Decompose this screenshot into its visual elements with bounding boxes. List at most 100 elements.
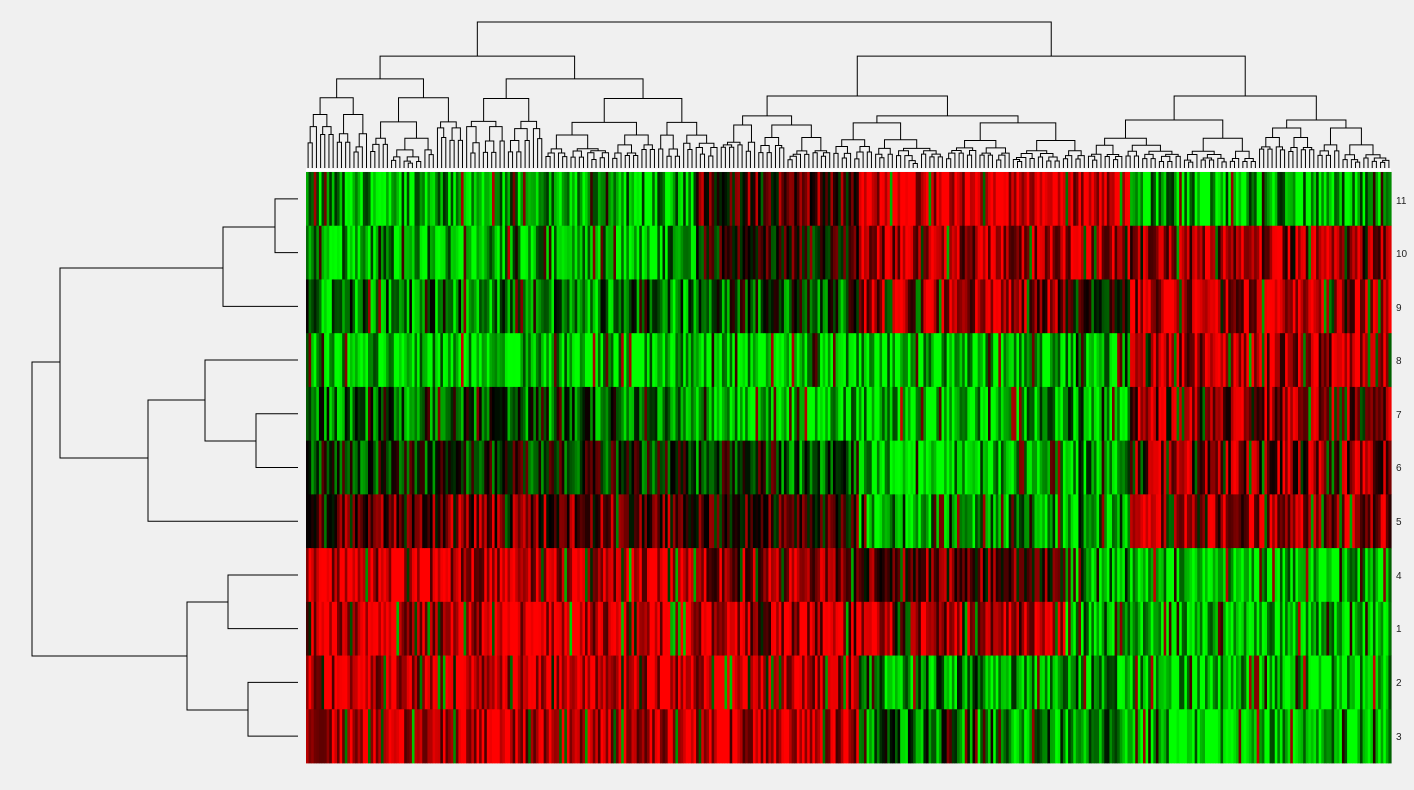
heatmap-cell <box>709 333 713 388</box>
heatmap-cell <box>507 172 511 227</box>
heatmap-cell <box>1109 172 1113 227</box>
heatmap-cell <box>321 655 325 710</box>
heatmap-cell <box>523 172 527 227</box>
heatmap-cell <box>548 709 553 764</box>
heatmap-cell <box>468 655 472 710</box>
heatmap-cell <box>716 279 720 334</box>
heatmap-cell <box>559 601 563 656</box>
heatmap-cell <box>758 601 762 656</box>
heatmap-cell <box>755 172 759 227</box>
heatmap-cell <box>897 655 901 710</box>
heatmap-cell <box>411 494 416 549</box>
heatmap-cell <box>773 601 777 656</box>
heatmap-cell <box>1083 225 1087 280</box>
heatmap-cell <box>1349 333 1353 388</box>
heatmap-cell <box>1057 655 1061 710</box>
heatmap-cell <box>1207 225 1211 280</box>
heatmap-cell <box>882 172 886 227</box>
heatmap-cell <box>1295 655 1299 710</box>
heatmap-cell <box>820 333 824 388</box>
heatmap-cell <box>683 172 687 227</box>
heatmap-cell <box>597 386 602 442</box>
heatmap-cell <box>641 225 646 280</box>
heatmap-cell <box>892 386 896 442</box>
heatmap-cell <box>931 655 935 710</box>
heatmap-cell <box>1370 386 1374 442</box>
heatmap-cell <box>910 548 914 603</box>
heatmap-cell <box>701 225 705 280</box>
column-dendrogram-link <box>903 147 931 151</box>
heatmap-cell <box>582 709 586 764</box>
heatmap-cell <box>623 333 627 388</box>
heatmap-cell <box>719 440 723 495</box>
heatmap-cell <box>1316 279 1320 334</box>
heatmap-cell <box>665 225 669 280</box>
heatmap-cell <box>1081 279 1085 334</box>
heatmap-cell <box>616 494 620 549</box>
heatmap-cell <box>1143 548 1147 603</box>
heatmap-cell <box>998 440 1002 495</box>
heatmap-cell <box>771 440 775 495</box>
heatmap-cell <box>1267 279 1271 334</box>
heatmap-cell <box>1039 172 1043 227</box>
heatmap-cell <box>1248 279 1253 334</box>
row-dendrogram-link <box>247 681 298 737</box>
heatmap-cell <box>817 279 821 334</box>
heatmap-cell <box>636 279 640 334</box>
heatmap-cell <box>771 494 775 549</box>
heatmap-cell <box>316 386 320 442</box>
heatmap-cell <box>458 655 462 710</box>
heatmap-cell <box>662 655 666 710</box>
heatmap-cell <box>1052 333 1056 388</box>
heatmap-cell <box>670 601 674 656</box>
heatmap-cell <box>383 279 387 334</box>
heatmap-cell <box>688 225 692 280</box>
heatmap-cell <box>897 548 901 603</box>
heatmap-cell <box>938 172 943 227</box>
heatmap-cell <box>579 225 584 280</box>
heatmap-cell <box>1060 440 1064 495</box>
heatmap-cell <box>685 494 689 549</box>
heatmap-cell <box>752 548 757 603</box>
heatmap-cell <box>360 225 364 280</box>
heatmap-cell <box>535 333 540 388</box>
column-dendrogram-link <box>547 152 555 168</box>
column-dendrogram-link <box>979 154 985 168</box>
heatmap-cell <box>610 440 615 495</box>
heatmap-cell <box>517 333 522 388</box>
heatmap-cell <box>1189 440 1193 495</box>
column-dendrogram-link <box>1371 160 1377 168</box>
heatmap-cell <box>605 655 609 710</box>
heatmap-cell <box>1062 172 1067 227</box>
heatmap-cell <box>1269 440 1273 495</box>
heatmap-cell <box>326 386 330 442</box>
heatmap-cell <box>1008 333 1012 388</box>
heatmap-cell <box>1279 225 1284 280</box>
heatmap-cell <box>628 386 633 442</box>
heatmap-cell <box>745 709 749 764</box>
heatmap-cell <box>941 225 945 280</box>
heatmap-cell <box>1380 655 1384 710</box>
heatmap-cell <box>450 386 454 442</box>
heatmap-cell <box>936 172 940 227</box>
heatmap-cell <box>1261 709 1266 764</box>
heatmap-cell <box>1112 440 1116 495</box>
heatmap-cell <box>621 333 625 388</box>
heatmap-cell <box>1197 225 1201 280</box>
heatmap-cell <box>982 386 987 442</box>
heatmap-cell <box>1228 225 1232 280</box>
heatmap-cell <box>1336 601 1340 656</box>
heatmap-cell <box>551 279 555 334</box>
heatmap-cell <box>1269 601 1273 656</box>
heatmap-cell <box>383 440 387 495</box>
heatmap-cell <box>1031 386 1036 442</box>
heatmap-cell <box>1292 225 1297 280</box>
heatmap-cell <box>388 655 392 710</box>
heatmap-cell <box>1153 172 1157 227</box>
heatmap-cell <box>1166 655 1170 710</box>
heatmap-cell <box>306 709 310 764</box>
heatmap-cell <box>569 601 573 656</box>
heatmap-cell <box>1316 494 1320 549</box>
heatmap-cell <box>1044 655 1049 710</box>
column-dendrogram-link <box>929 156 935 168</box>
